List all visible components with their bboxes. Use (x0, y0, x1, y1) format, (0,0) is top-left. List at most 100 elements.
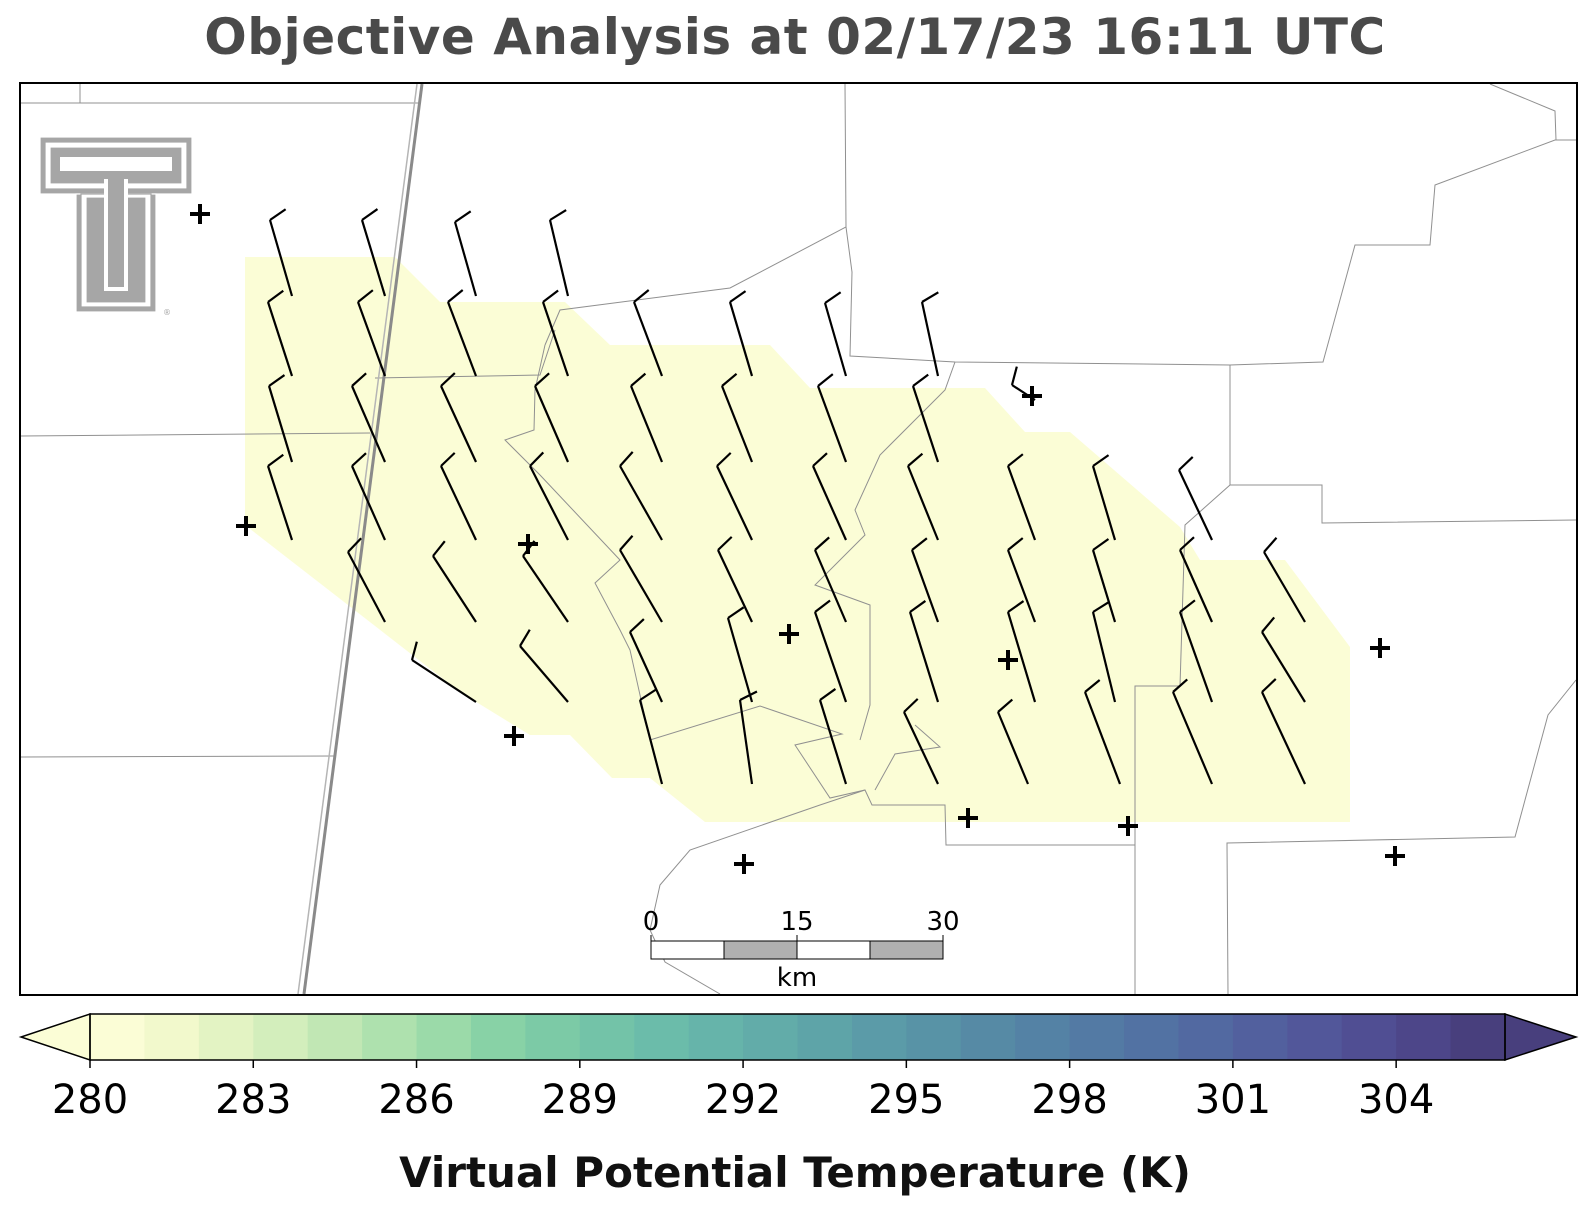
map-panel: ® 0 15 30 km (19, 82, 1578, 996)
wind-barb-flag (534, 372, 550, 387)
wind-barb-staff (738, 699, 754, 785)
colorbar-cell (525, 1014, 581, 1060)
wind-barb-flag (357, 289, 374, 303)
state-line (302, 84, 424, 994)
wind-barb-staff (619, 549, 663, 623)
wind-barb-flag (440, 452, 456, 467)
colorbar-tick-label: 286 (378, 1077, 454, 1123)
wind-barb-flag (454, 210, 472, 223)
wind-barb-flag (1178, 456, 1194, 471)
wind-barb-flag (729, 290, 747, 303)
colorbar-cell (144, 1014, 200, 1060)
wind-barb-flag (549, 209, 567, 221)
wind-barb-staff (266, 301, 294, 377)
wind-barb-flag (639, 688, 657, 701)
wind-barb-flag (269, 208, 287, 221)
wind-barb-staff (453, 221, 478, 297)
wind-barb-flag (1010, 366, 1018, 386)
wind-barb-staff (1171, 691, 1214, 785)
station-marker (236, 516, 256, 536)
wind-barb-staff (267, 385, 294, 463)
wind-barb-flag (907, 452, 924, 467)
wind-barb-staff (1091, 465, 1117, 541)
wind-barb-flag (921, 291, 939, 303)
wind-barb-staff (720, 385, 754, 463)
colorbar-cell (1341, 1014, 1397, 1060)
analysis-field (245, 257, 1350, 822)
wind-barb-flag (814, 536, 830, 551)
station-marker (734, 854, 754, 874)
colorbar-cell (362, 1014, 418, 1060)
wind-barb-flag (630, 372, 647, 387)
colorbar-tick-label: 292 (705, 1077, 781, 1123)
wind-barb-staff (266, 465, 294, 541)
wind-barbs (266, 208, 1306, 785)
colorbar-cell (579, 1014, 635, 1060)
wind-barb-staff (811, 465, 848, 541)
wind-barb-flag (1092, 600, 1110, 613)
colorbar-tick-label: 295 (868, 1077, 944, 1123)
wind-barb-staff (440, 385, 477, 463)
wind-barb-staff (548, 219, 570, 297)
wind-barb-staff (360, 219, 387, 297)
colorbar-extend-low (18, 1012, 91, 1062)
wind-barb-flag (1261, 616, 1276, 633)
wind-barb-flag (1263, 537, 1278, 553)
wind-barb-staff (1261, 631, 1306, 703)
wind-barb-staff (908, 611, 940, 703)
wind-barb-staff (728, 301, 754, 377)
wind-barb-flag (739, 690, 758, 701)
wind-barb-staff (813, 611, 848, 703)
scale-unit: km (777, 963, 817, 993)
wind-barb-flag (721, 372, 738, 387)
wind-barb-flag (267, 289, 284, 303)
wind-barb-staff (920, 301, 940, 377)
wind-barb-flag (410, 641, 418, 661)
wind-barb-flag (268, 374, 286, 387)
wind-barb-flag (1172, 678, 1188, 693)
wind-barb-staff (996, 711, 1030, 785)
wind-barb-staff (350, 385, 387, 463)
wind-barb-staff (726, 617, 754, 703)
wind-barb-staff (1263, 551, 1306, 623)
scale-tick-15: 15 (780, 907, 813, 937)
station-marker (1370, 638, 1390, 658)
colorbar-cell (634, 1014, 690, 1060)
colorbar-cell (1069, 1014, 1125, 1060)
wind-barb-staff (823, 302, 848, 377)
wind-barb-flag (633, 289, 650, 303)
wind-barb-flag (529, 451, 545, 467)
wind-barb-staff (533, 385, 570, 463)
wind-barb-flag (351, 372, 367, 387)
wind-barb-flag (1007, 453, 1024, 467)
wind-barb-flag (814, 599, 831, 613)
texas-tech-logo: ® (39, 136, 193, 317)
wind-barb-staff (632, 301, 664, 377)
wind-barb-staff (522, 555, 569, 623)
wind-barb-staff (1091, 549, 1117, 623)
wind-barb-staff (903, 711, 939, 785)
colorbar-tick-label: 298 (1031, 1077, 1107, 1123)
colorbar-cell (1450, 1014, 1506, 1060)
colorbar-cell (470, 1014, 526, 1060)
wind-barb-flag (727, 606, 745, 619)
colorbar-cell (960, 1014, 1016, 1060)
colorbar-label: Virtual Potential Temperature (K) (399, 1148, 1191, 1197)
wind-barb-flag (812, 452, 828, 467)
wind-barb-staff (541, 301, 570, 377)
wind-barb-staff (816, 385, 848, 463)
station-markers (190, 204, 1405, 874)
wind-barb-staff (347, 551, 386, 623)
map-title: Objective Analysis at 02/17/23 16:11 UTC (204, 8, 1386, 66)
wind-barb-flag (347, 537, 362, 553)
colorbar-cell (743, 1014, 799, 1060)
colorbar-cell (1015, 1014, 1071, 1060)
wind-barb-staff (446, 301, 478, 377)
map-frame (19, 82, 1578, 996)
wind-barb-flag (1007, 537, 1024, 551)
wind-barb-flag (909, 600, 927, 613)
wind-barb-staff (529, 465, 569, 541)
wind-barb-flag (1092, 454, 1110, 467)
wind-barb-flag (1084, 679, 1101, 693)
colorbar-cell (1232, 1014, 1288, 1060)
